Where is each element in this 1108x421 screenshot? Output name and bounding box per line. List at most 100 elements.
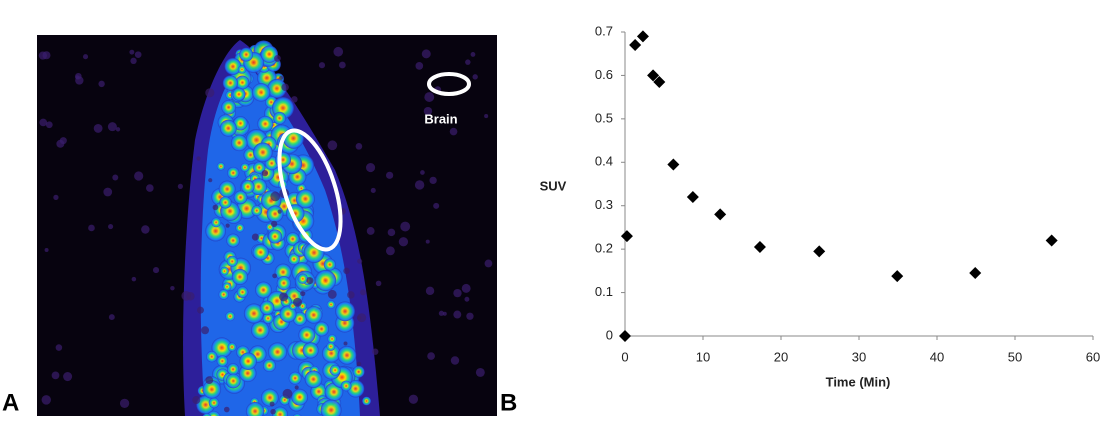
x-tick-label: 10 bbox=[696, 349, 710, 364]
heat-blob bbox=[255, 281, 272, 299]
noise-dot bbox=[212, 204, 219, 211]
noise-dot bbox=[51, 371, 60, 380]
heat-blob bbox=[251, 205, 263, 216]
y-tick-label: 0.7 bbox=[595, 23, 613, 38]
heat-blob bbox=[225, 373, 241, 389]
noise-dot bbox=[385, 246, 395, 256]
noise-dot bbox=[414, 180, 425, 190]
heat-blob bbox=[288, 371, 302, 385]
noise-dot bbox=[294, 385, 299, 390]
heat-blob bbox=[205, 220, 227, 242]
heat-blob bbox=[227, 342, 237, 352]
heat-blob bbox=[253, 161, 266, 174]
x-tick-label: 30 bbox=[852, 349, 866, 364]
noise-dot bbox=[208, 178, 213, 183]
heat-blob bbox=[241, 180, 255, 194]
noise-dot bbox=[205, 88, 215, 98]
heat-blob bbox=[211, 337, 233, 359]
noise-dot bbox=[318, 62, 326, 69]
heat-blob bbox=[327, 334, 337, 344]
noise-dot bbox=[466, 312, 474, 320]
heat-blob bbox=[233, 190, 248, 205]
noise-dot bbox=[223, 406, 230, 413]
heat-blob bbox=[235, 223, 245, 233]
noise-dot bbox=[425, 286, 435, 296]
heat-blob bbox=[340, 380, 352, 392]
noise-dot bbox=[44, 247, 49, 252]
noise-dot bbox=[408, 394, 419, 404]
noise-dot bbox=[146, 184, 154, 192]
noise-dot bbox=[375, 280, 382, 287]
noise-dot bbox=[300, 290, 306, 297]
noise-dot bbox=[357, 313, 367, 323]
noise-dot bbox=[205, 376, 214, 385]
noise-dot bbox=[453, 310, 462, 319]
noise-dot bbox=[400, 221, 411, 232]
heat-blob bbox=[236, 286, 249, 298]
heat-blob bbox=[206, 351, 218, 363]
heat-blob bbox=[245, 402, 265, 416]
noise-dot bbox=[130, 57, 137, 65]
noise-dot bbox=[282, 388, 293, 399]
noise-dot bbox=[357, 258, 363, 264]
noise-dot bbox=[251, 233, 259, 241]
heat-blob bbox=[335, 301, 355, 322]
noise-dot bbox=[55, 344, 63, 351]
heat-blob bbox=[352, 365, 365, 378]
heat-blob bbox=[226, 255, 238, 267]
heat-blob bbox=[298, 326, 316, 344]
noise-dot bbox=[370, 187, 376, 194]
noise-dot bbox=[470, 52, 476, 57]
heat-blob bbox=[297, 273, 308, 284]
noise-dot bbox=[306, 277, 314, 285]
y-tick-label: 0.6 bbox=[595, 67, 613, 82]
noise-dot bbox=[292, 297, 302, 307]
noise-dot bbox=[201, 326, 210, 335]
data-point bbox=[620, 230, 633, 243]
noise-dot bbox=[82, 54, 89, 60]
noise-dot bbox=[41, 395, 51, 405]
heat-blob bbox=[221, 99, 236, 115]
noise-dot bbox=[119, 398, 130, 409]
noise-dot bbox=[107, 122, 117, 132]
noise-dot bbox=[261, 169, 269, 177]
noise-dot bbox=[177, 183, 183, 189]
noise-dot bbox=[63, 372, 73, 382]
heat-blob bbox=[362, 396, 371, 406]
noise-dot bbox=[115, 127, 121, 132]
noise-dot bbox=[484, 114, 489, 119]
noise-dot bbox=[225, 223, 230, 228]
noise-dot bbox=[103, 187, 113, 197]
noise-dot bbox=[365, 162, 376, 173]
noise-dot bbox=[134, 171, 144, 181]
noise-dot bbox=[42, 51, 51, 60]
heat-blob bbox=[239, 47, 254, 62]
noise-dot bbox=[420, 170, 425, 175]
heat-blob bbox=[220, 266, 229, 276]
noise-dot bbox=[75, 72, 82, 80]
heat-blob bbox=[219, 119, 237, 137]
roi-ellipse bbox=[277, 128, 343, 252]
heat-blob bbox=[260, 388, 279, 407]
legend-ellipse bbox=[427, 72, 471, 96]
heat-blob bbox=[304, 370, 323, 389]
noise-dot bbox=[170, 285, 175, 291]
heat-blob bbox=[321, 343, 341, 363]
noise-dot bbox=[108, 224, 114, 230]
noise-dot bbox=[279, 75, 284, 80]
heat-blob bbox=[222, 282, 232, 292]
heat-blob bbox=[286, 232, 300, 246]
noise-dot bbox=[429, 176, 437, 185]
heat-blob bbox=[224, 58, 242, 75]
noise-dot bbox=[449, 127, 458, 136]
heat-blob bbox=[273, 111, 286, 125]
noise-dot bbox=[338, 61, 346, 69]
heat-blob bbox=[206, 410, 221, 416]
data-point bbox=[636, 30, 649, 43]
noise-dot bbox=[484, 259, 493, 268]
noise-dot bbox=[88, 224, 95, 232]
heat-blob bbox=[208, 397, 220, 409]
noise-dot bbox=[98, 80, 105, 88]
heat-blob bbox=[225, 311, 236, 322]
